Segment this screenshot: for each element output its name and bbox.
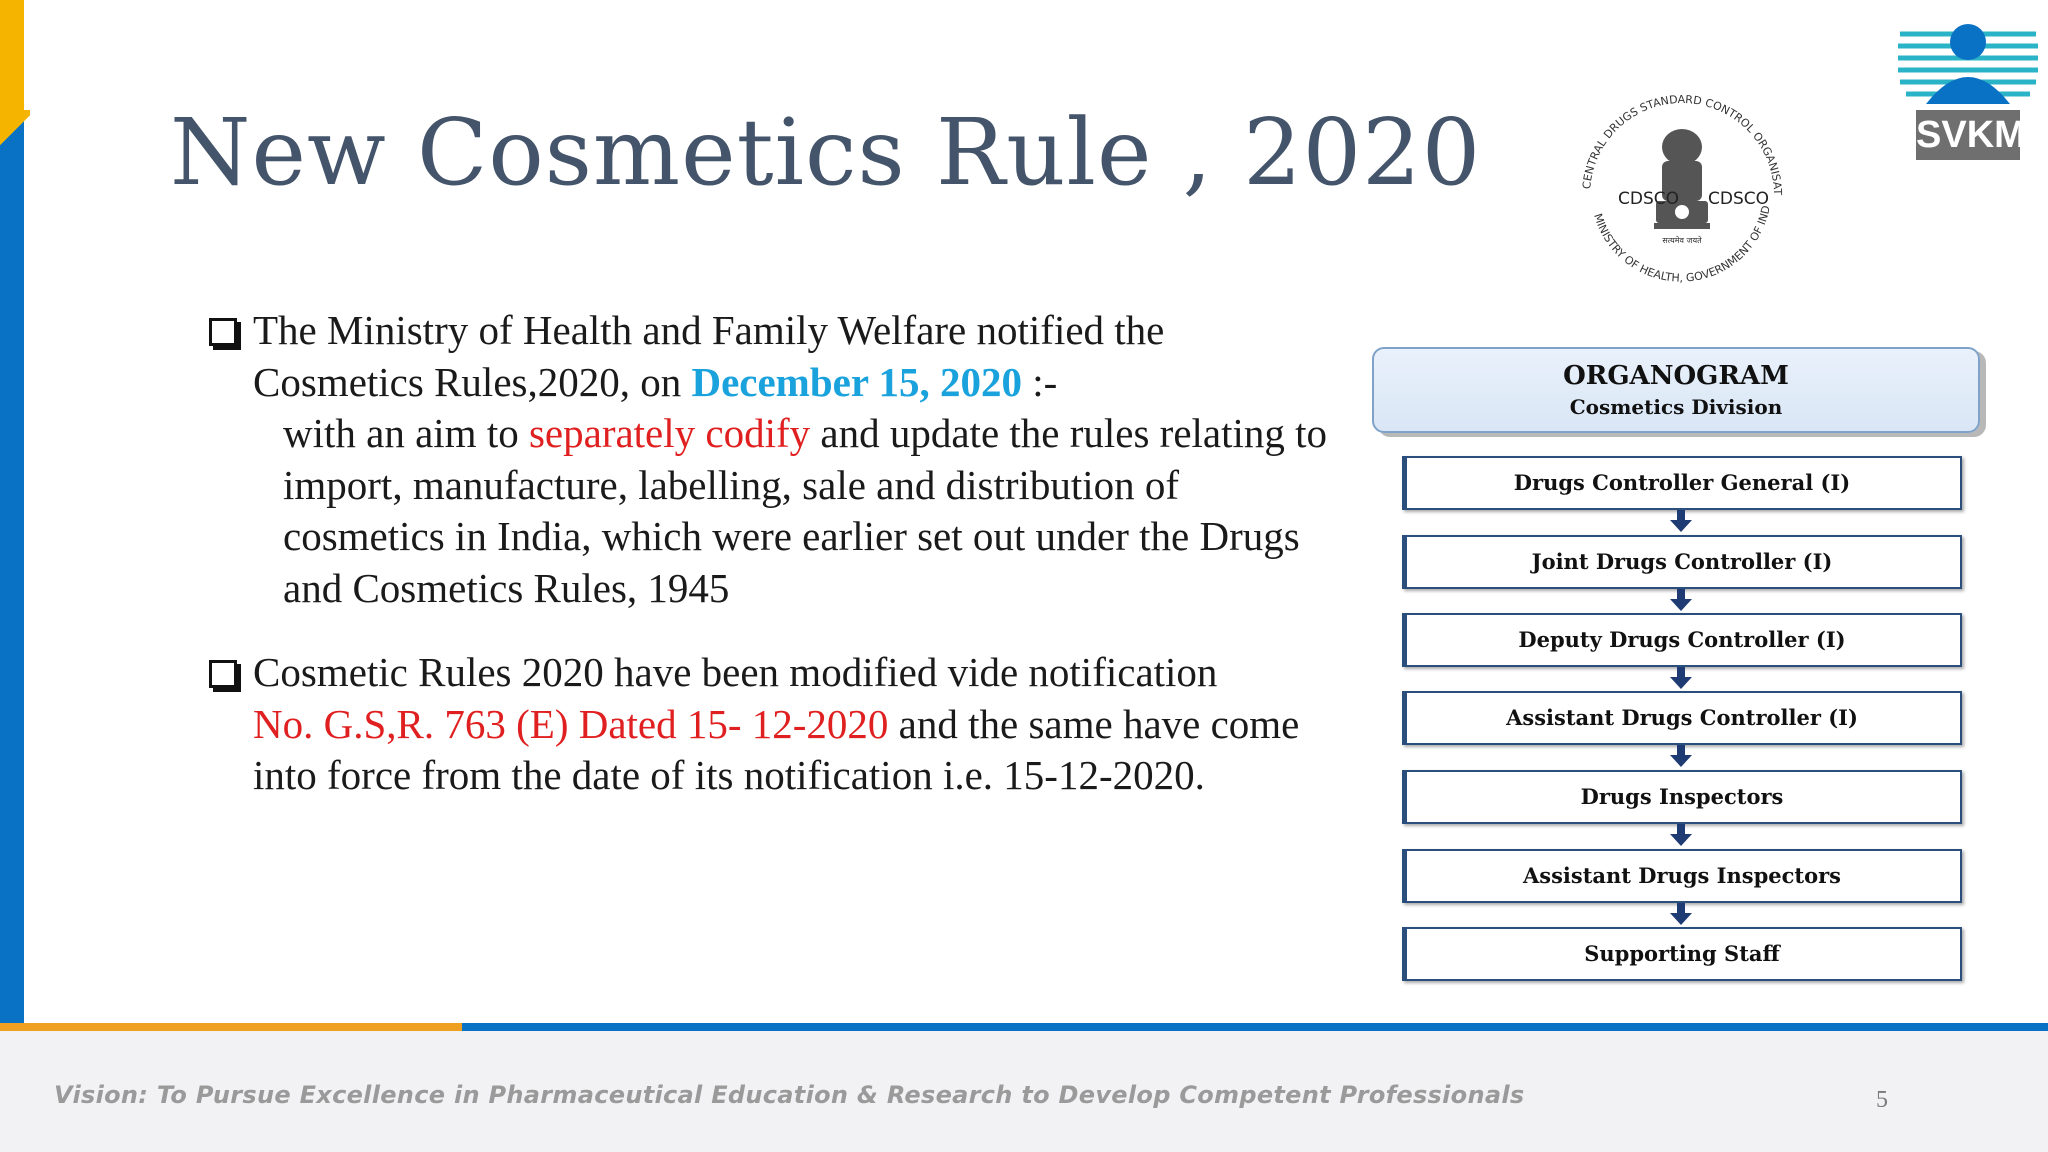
organogram-header: ORGANOGRAM Cosmetics Division bbox=[1372, 347, 1980, 433]
bullet-2-notification: No. G.S,R. 763 (E) Dated 15- 12-2020 bbox=[253, 700, 889, 747]
org-level-1: Drugs Controller General (I) bbox=[1402, 456, 1962, 510]
left-accent-notch bbox=[0, 110, 30, 150]
checkbox-bullet-icon bbox=[209, 660, 237, 688]
down-arrow-icon bbox=[1670, 903, 1692, 925]
down-arrow-icon bbox=[1670, 589, 1692, 611]
bullet-1-sub-post: and update the rules relating to import,… bbox=[283, 410, 1328, 611]
org-level-7: Supporting Staff bbox=[1402, 927, 1962, 981]
bullet-1-sub-pre: with an aim to bbox=[283, 410, 529, 456]
org-level-6: Assistant Drugs Inspectors bbox=[1402, 849, 1962, 903]
down-arrow-icon bbox=[1670, 745, 1692, 767]
svkm-wordmark: SVKM bbox=[1916, 110, 2026, 160]
organogram-subtitle: Cosmetics Division bbox=[1569, 395, 1783, 419]
bullet-1-line1: The Ministry of Health and Family Welfar… bbox=[253, 307, 1165, 353]
footer bbox=[0, 1031, 2048, 1152]
footer-accent-blue bbox=[462, 1023, 2048, 1031]
org-level-3: Deputy Drugs Controller (I) bbox=[1402, 613, 1962, 667]
bullet-1-line2-pre: Cosmetics Rules,2020, on bbox=[253, 358, 692, 405]
bullet-1: The Ministry of Health and Family Welfar… bbox=[205, 305, 1335, 408]
cdsco-logo: CENTRAL DRUGS STANDARD CONTROL ORGANISAT… bbox=[1560, 65, 1794, 305]
cdsco-motto: सत्यमेव जयते bbox=[1662, 235, 1702, 245]
bullet-1-subtext: with an aim to separately codify and upd… bbox=[205, 408, 1335, 614]
bullet-2-line1: Cosmetic Rules 2020 have been modified v… bbox=[253, 649, 1218, 695]
svkm-logo: SVKM bbox=[1898, 12, 2038, 162]
footer-vision-text: Vision: To Pursue Excellence in Pharmace… bbox=[54, 1081, 1525, 1109]
lion-capital-emblem-icon bbox=[1654, 129, 1710, 229]
down-arrow-icon bbox=[1670, 667, 1692, 689]
organogram-title: ORGANOGRAM bbox=[1563, 361, 1789, 391]
cdsco-left-label: CDSCO bbox=[1618, 189, 1679, 209]
page-number: 5 bbox=[1876, 1087, 1888, 1113]
left-accent-bar bbox=[0, 0, 24, 1024]
slide-title: New Cosmetics Rule , 2020 bbox=[170, 99, 1482, 206]
cdsco-right-label: CDSCO bbox=[1708, 189, 1769, 209]
bullet-1-sub-highlight: separately codify bbox=[528, 410, 811, 456]
checkbox-bullet-icon bbox=[209, 318, 237, 346]
down-arrow-icon bbox=[1670, 510, 1692, 532]
bullet-2-post: and the same have come into force from t… bbox=[253, 700, 1300, 799]
down-arrow-icon bbox=[1670, 824, 1692, 846]
slide-body: The Ministry of Health and Family Welfar… bbox=[205, 305, 1335, 802]
bullet-1-line2-post: :- bbox=[1022, 358, 1058, 405]
org-level-4: Assistant Drugs Controller (I) bbox=[1402, 691, 1962, 745]
bullet-1-date: December 15, 2020 bbox=[691, 358, 1023, 405]
svkm-emblem-icon bbox=[1898, 24, 2038, 104]
footer-accent-orange bbox=[0, 1023, 462, 1031]
left-accent-yellow bbox=[0, 0, 24, 120]
bullet-2: Cosmetic Rules 2020 have been modified v… bbox=[205, 647, 1335, 802]
org-level-5: Drugs Inspectors bbox=[1402, 770, 1962, 824]
org-level-2: Joint Drugs Controller (I) bbox=[1402, 535, 1962, 589]
